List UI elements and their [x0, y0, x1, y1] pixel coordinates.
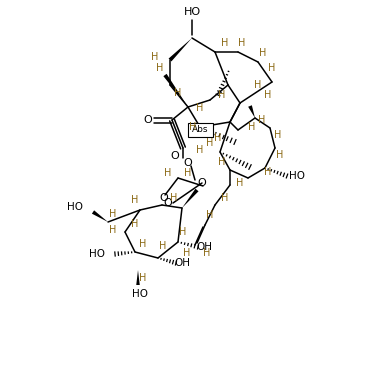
Polygon shape [169, 38, 192, 62]
Text: H: H [276, 150, 284, 160]
Text: H: H [258, 115, 266, 125]
Text: H: H [196, 103, 204, 113]
Text: HO: HO [183, 7, 201, 17]
Text: H: H [170, 193, 178, 203]
Text: O: O [184, 158, 192, 168]
Text: H: H [236, 178, 244, 188]
Text: H: H [206, 210, 214, 220]
Text: H: H [196, 145, 204, 155]
Text: H: H [264, 90, 272, 100]
Polygon shape [248, 105, 255, 118]
Text: H: H [248, 122, 256, 132]
Text: H: H [221, 38, 229, 48]
Text: H: H [206, 138, 214, 148]
Text: O: O [198, 178, 206, 188]
Polygon shape [136, 270, 140, 285]
Text: OH: OH [196, 242, 212, 252]
Text: H: H [214, 133, 222, 143]
Text: H: H [184, 168, 192, 178]
Text: H: H [221, 193, 229, 203]
Text: H: H [131, 219, 139, 229]
Text: H: H [259, 48, 267, 58]
Text: O: O [160, 193, 168, 203]
Text: H: H [238, 38, 246, 48]
Text: O: O [144, 115, 152, 125]
Text: H: H [131, 195, 139, 205]
Text: H: H [203, 248, 211, 258]
Text: H: H [109, 209, 117, 219]
Text: H: H [254, 80, 262, 90]
Text: HO: HO [89, 249, 105, 259]
Polygon shape [182, 189, 199, 208]
Text: H: H [183, 248, 191, 258]
Text: O: O [171, 151, 179, 161]
Text: HO: HO [132, 289, 148, 299]
Text: HO: HO [289, 171, 305, 181]
Text: Abs: Abs [192, 125, 208, 135]
Text: H: H [218, 90, 226, 100]
Text: H: H [264, 167, 272, 177]
Text: H: H [179, 227, 187, 237]
Polygon shape [163, 74, 188, 107]
Text: H: H [218, 157, 226, 167]
Text: H: H [189, 122, 197, 132]
Text: O: O [164, 198, 172, 208]
Text: H: H [268, 63, 276, 73]
Text: H: H [174, 88, 182, 98]
Text: H: H [151, 52, 159, 62]
Text: H: H [274, 130, 282, 140]
Text: H: H [164, 168, 172, 178]
Text: HO: HO [67, 202, 83, 212]
Text: OH: OH [174, 258, 190, 268]
Text: H: H [139, 273, 147, 283]
Text: H: H [139, 239, 147, 249]
Polygon shape [92, 210, 108, 222]
Text: H: H [109, 225, 117, 235]
Text: H: H [159, 241, 167, 251]
FancyBboxPatch shape [187, 122, 213, 137]
Text: H: H [156, 63, 164, 73]
